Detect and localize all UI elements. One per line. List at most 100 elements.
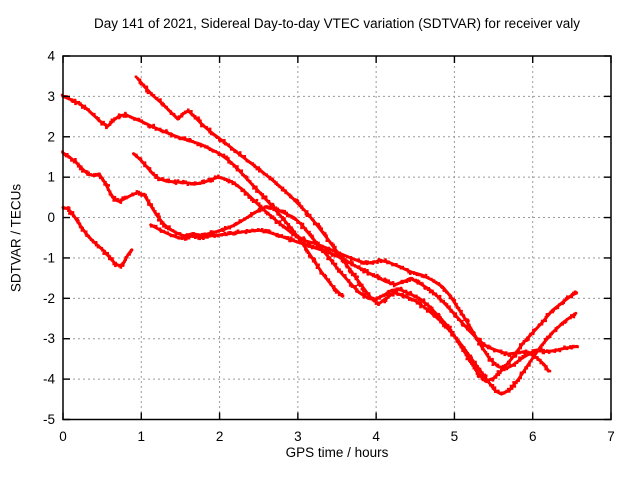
series-marker: [134, 75, 138, 79]
series-marker: [461, 349, 464, 352]
series-marker: [281, 189, 285, 192]
series-marker: [139, 119, 143, 122]
series-marker: [222, 153, 226, 157]
series-marker: [91, 240, 95, 244]
series-marker: [320, 227, 323, 230]
series-marker: [212, 150, 215, 153]
series-marker: [574, 292, 578, 295]
series-marker: [72, 160, 76, 164]
series-marker: [159, 129, 163, 133]
series-marker: [165, 130, 169, 134]
series-marker: [405, 296, 408, 299]
series-marker: [289, 239, 292, 243]
series-marker: [185, 237, 188, 241]
series-marker: [454, 315, 458, 318]
series-marker: [142, 83, 146, 87]
series-marker: [181, 136, 184, 140]
series-marker: [509, 384, 513, 388]
series-marker: [246, 192, 249, 196]
series-marker: [356, 290, 359, 293]
series-marker: [296, 234, 300, 238]
series-marker: [562, 301, 565, 304]
series-marker: [396, 293, 399, 296]
series-marker: [240, 189, 244, 193]
series-marker: [302, 236, 305, 239]
series-marker: [472, 366, 476, 370]
series-marker: [333, 289, 337, 292]
series-marker: [470, 362, 473, 365]
series-marker: [202, 237, 205, 240]
series-marker: [105, 126, 108, 129]
series-marker: [505, 389, 508, 393]
series-marker: [236, 165, 239, 168]
series-marker: [161, 221, 165, 225]
series-marker: [205, 126, 209, 129]
series-marker: [481, 344, 485, 347]
series-marker: [92, 113, 96, 116]
series-marker: [395, 290, 398, 293]
series-marker: [525, 366, 529, 370]
series-marker: [94, 241, 98, 244]
series-marker: [190, 110, 193, 113]
series-marker: [269, 214, 272, 217]
series-marker: [407, 298, 411, 301]
series-marker: [576, 345, 579, 349]
series-marker: [142, 121, 145, 125]
series-marker: [143, 161, 147, 164]
series-marker: [278, 185, 281, 189]
series-marker: [304, 228, 307, 232]
series-marker: [170, 134, 173, 138]
series-marker: [384, 278, 388, 282]
series-marker: [364, 260, 368, 263]
series-marker: [518, 356, 521, 359]
series-marker: [556, 326, 559, 329]
series-marker: [85, 234, 88, 237]
series-marker: [392, 284, 396, 288]
series-marker: [371, 274, 375, 278]
series-marker: [110, 118, 114, 122]
series-marker: [191, 140, 194, 143]
series-marker: [334, 291, 338, 294]
series-marker: [331, 259, 335, 263]
series-marker: [71, 211, 75, 214]
series-marker: [563, 345, 566, 349]
series-marker: [294, 218, 297, 221]
series-marker: [523, 370, 526, 374]
series-marker: [199, 119, 202, 123]
series-marker: [290, 226, 293, 229]
series-marker: [278, 220, 282, 223]
series-marker: [159, 98, 162, 101]
series-marker: [300, 237, 304, 241]
series-marker: [517, 348, 520, 352]
series-marker: [474, 335, 477, 339]
series-marker: [161, 130, 165, 134]
series-marker: [260, 228, 264, 231]
series-marker: [349, 282, 352, 286]
series-marker: [329, 282, 332, 286]
series-marker: [138, 81, 142, 84]
series-marker: [536, 356, 539, 359]
series-marker: [296, 221, 299, 224]
series-marker: [364, 290, 367, 293]
series-marker: [183, 110, 187, 114]
series-marker: [300, 226, 303, 230]
series-marker: [491, 363, 495, 366]
series-marker: [360, 262, 363, 265]
series-marker: [469, 354, 473, 358]
x-tick-label: 0: [59, 429, 67, 444]
series-marker: [95, 116, 98, 119]
series-marker: [519, 346, 522, 350]
series-marker: [522, 340, 526, 343]
series-marker: [229, 231, 232, 234]
series-marker: [358, 265, 361, 268]
series-marker: [419, 301, 422, 305]
series-marker: [362, 295, 365, 299]
series-marker: [371, 262, 375, 265]
series-marker: [360, 287, 364, 291]
series-marker: [140, 160, 144, 164]
series-marker: [480, 377, 484, 380]
series-marker: [403, 280, 407, 283]
series-marker: [284, 191, 287, 195]
series-marker: [427, 304, 430, 308]
series-marker: [72, 214, 75, 218]
